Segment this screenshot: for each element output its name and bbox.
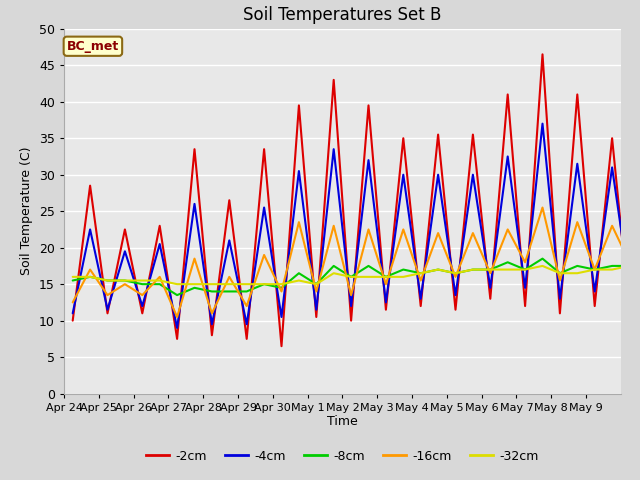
Y-axis label: Soil Temperature (C): Soil Temperature (C) <box>20 147 33 276</box>
Text: BC_met: BC_met <box>67 40 119 53</box>
Legend: -2cm, -4cm, -8cm, -16cm, -32cm: -2cm, -4cm, -8cm, -16cm, -32cm <box>141 444 543 468</box>
Title: Soil Temperatures Set B: Soil Temperatures Set B <box>243 6 442 24</box>
X-axis label: Time: Time <box>327 415 358 429</box>
